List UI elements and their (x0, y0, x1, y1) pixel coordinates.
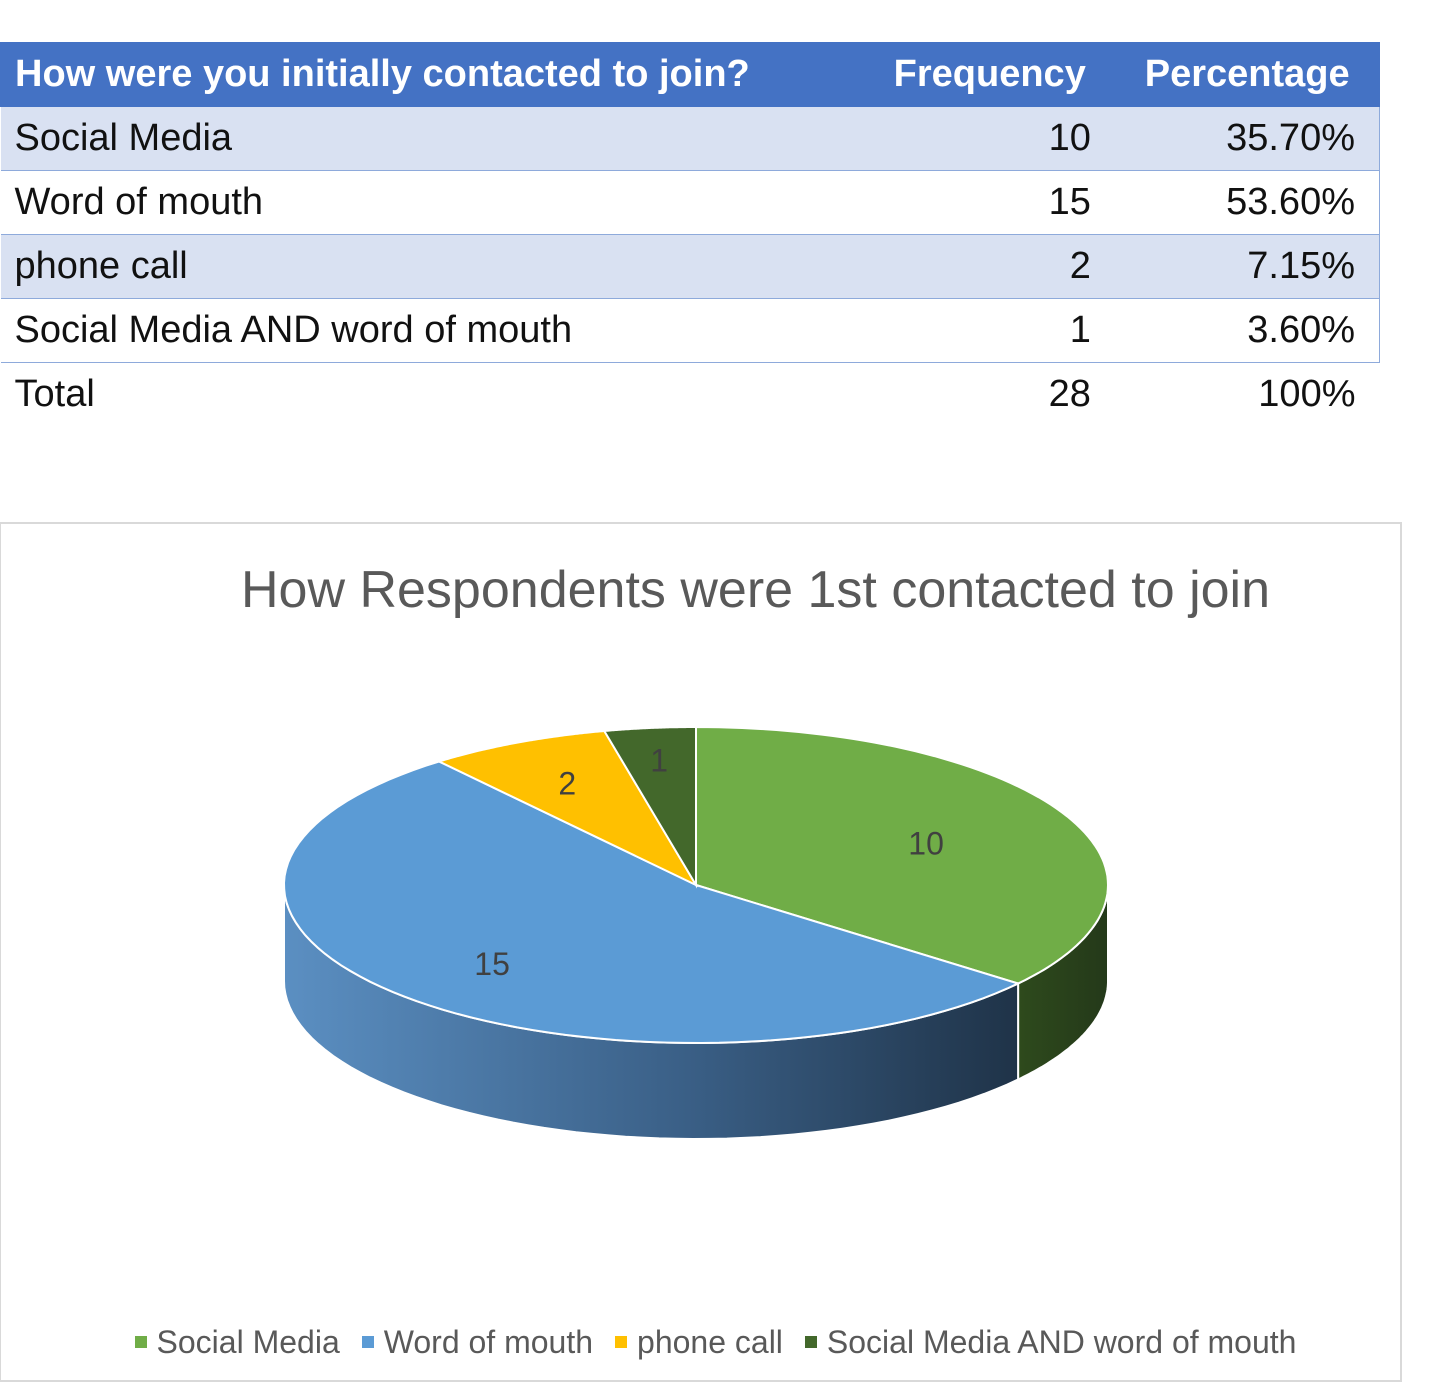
row-label: Social Media AND word of mouth (0, 298, 865, 363)
slice-word-of-mouth (282, 760, 1021, 1045)
row-frequency: 10 (864, 106, 1115, 171)
row-percentage: 3.60% (1114, 298, 1380, 363)
legend-label: Social Media AND word of mouth (826, 1323, 1297, 1360)
row-percentage: 53.60% (1114, 170, 1380, 235)
row-frequency: 2 (864, 234, 1115, 299)
row-percentage: 35.70% (1114, 106, 1380, 171)
legend-label: phone call (637, 1323, 783, 1360)
table-row: Word of mouth 15 53.60% (0, 170, 1380, 235)
slice-phone-call (436, 729, 699, 888)
legend-label: Social Media (156, 1323, 340, 1360)
legend-swatch (134, 1336, 147, 1348)
pie-data-labels: 10 15 2 1 (474, 742, 944, 982)
row-frequency: 1 (864, 298, 1115, 363)
header-frequency: Frequency (864, 42, 1116, 107)
table-row: Social Media 10 35.70% (0, 106, 1380, 171)
total-label: Total (0, 362, 865, 426)
row-label: Social Media (0, 106, 865, 171)
chart-title: How Respondents were 1st contacted to jo… (240, 561, 1271, 619)
total-frequency: 28 (864, 362, 1115, 426)
legend-label: Word of mouth (383, 1323, 594, 1360)
header-percentage: Percentage (1114, 42, 1380, 107)
table-row: phone call 2 7.15% (0, 234, 1380, 299)
data-label-phone-call: 2 (558, 766, 576, 802)
data-label-social-media: 10 (908, 826, 944, 862)
data-label-social-media-and-word-of-mouth: 1 (650, 742, 668, 778)
contact-frequency-table: How were you initially contacted to join… (0, 42, 1380, 426)
legend-item: Social Media (134, 1323, 340, 1361)
legend-swatch (804, 1336, 817, 1348)
pie-slices (282, 725, 1110, 1045)
legend-item: Social Media AND word of mouth (804, 1323, 1297, 1361)
row-label: phone call (0, 234, 865, 299)
legend-item: phone call (615, 1324, 783, 1361)
legend-swatch (361, 1336, 374, 1348)
header-question: How were you initially contacted to join… (0, 42, 866, 107)
row-frequency: 15 (864, 170, 1115, 235)
table-header-row: How were you initially contacted to join… (0, 42, 1380, 107)
row-label: Word of mouth (0, 170, 865, 235)
slice-social-media (695, 725, 1110, 985)
table-total-row: Total 28 100% (0, 362, 1380, 426)
pie-chart: 10 15 2 1 (282, 725, 1110, 1141)
legend-swatch (615, 1336, 628, 1348)
clipped-caption-fragment (0, 0, 1431, 14)
total-percentage: 100% (1114, 362, 1380, 426)
slice-social-media-and-word-of-mouth (602, 726, 697, 889)
row-percentage: 7.15% (1114, 234, 1380, 299)
chart-legend: Social Media Word of mouth phone call Socia… (0, 1320, 1431, 1364)
table-row: Social Media AND word of mouth 1 3.60% (0, 298, 1380, 363)
data-label-word-of-mouth: 15 (474, 946, 510, 982)
legend-item: Word of mouth (361, 1323, 594, 1361)
